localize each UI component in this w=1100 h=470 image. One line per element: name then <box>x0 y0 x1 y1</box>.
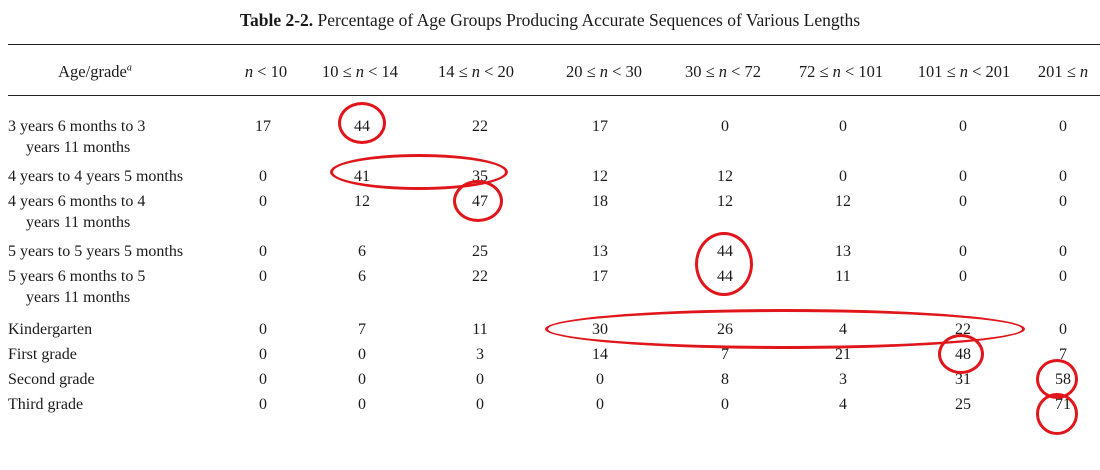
table-cell: 0 <box>1059 118 1067 135</box>
row-label: 4 years to 4 years 5 months <box>8 168 184 185</box>
table-cell: 0 <box>596 396 604 413</box>
red-circle-annotation <box>338 102 386 144</box>
table-cell: 0 <box>721 396 729 413</box>
table-cell: 0 <box>259 371 267 388</box>
table-cell: 25 <box>472 243 488 260</box>
table-cell: 7 <box>358 321 366 338</box>
red-circle-annotation <box>938 334 984 374</box>
table-cell: 0 <box>959 168 967 185</box>
table-cell: 0 <box>476 396 484 413</box>
row-label: 3 years 6 months to 3 years 11 months <box>8 118 146 156</box>
table-cell: 0 <box>1059 243 1067 260</box>
red-circle-annotation <box>330 154 508 190</box>
table-cell: 6 <box>358 243 366 260</box>
table-cell: 0 <box>839 118 847 135</box>
red-circle-annotation <box>695 232 753 296</box>
table-cell: 3 <box>476 346 484 363</box>
table-cell: 0 <box>259 346 267 363</box>
table-cell: 17 <box>255 118 271 135</box>
table-cell: 0 <box>358 371 366 388</box>
table-cell: 12 <box>592 168 608 185</box>
row-label: 5 years 6 months to 5 years 11 months <box>8 268 146 306</box>
table-cell: 22 <box>472 268 488 285</box>
row-label: First grade <box>8 346 77 363</box>
row-label: Second grade <box>8 371 95 388</box>
table-cell: 11 <box>835 268 851 285</box>
header-col-3: 14 ≤ n < 20 <box>437 62 515 81</box>
header-col-5: 30 ≤ n < 72 <box>684 62 762 81</box>
table-cell: 22 <box>472 118 488 135</box>
table-cell: 7 <box>1059 346 1067 363</box>
table-cell: 0 <box>839 168 847 185</box>
header-col-4: 20 ≤ n < 30 <box>565 62 643 81</box>
header-rule <box>8 95 1100 96</box>
red-circle-annotation <box>453 180 503 222</box>
table-cell: 0 <box>259 193 267 210</box>
red-circle-annotation <box>1036 393 1078 435</box>
table-cell: 0 <box>1059 168 1067 185</box>
table-cell: 12 <box>354 193 370 210</box>
table-cell: 13 <box>835 243 851 260</box>
table-cell: 3 <box>839 371 847 388</box>
header-col-6: 72 ≤ n < 101 <box>798 62 884 81</box>
table-cell: 14 <box>592 346 608 363</box>
table-cell: 0 <box>1059 321 1067 338</box>
table-cell: 6 <box>358 268 366 285</box>
table-cell: 12 <box>717 193 733 210</box>
table-cell: 0 <box>259 168 267 185</box>
table-cell: 0 <box>358 346 366 363</box>
table-cell: 0 <box>959 243 967 260</box>
table-cell: 17 <box>592 118 608 135</box>
table-cell: 0 <box>476 371 484 388</box>
header-col-8: 201 ≤ n <box>1037 62 1089 81</box>
header-col-1: n < 10 <box>244 62 288 81</box>
top-rule <box>8 44 1100 45</box>
table-cell: 0 <box>358 396 366 413</box>
table-cell: 31 <box>955 371 971 388</box>
table-cell: 0 <box>959 118 967 135</box>
table-cell: 0 <box>959 268 967 285</box>
table-cell: 4 <box>839 396 847 413</box>
table-cell: 8 <box>721 371 729 388</box>
row-label: 4 years 6 months to 4 years 11 months <box>8 193 146 231</box>
table-cell: 0 <box>259 243 267 260</box>
table-cell: 0 <box>596 371 604 388</box>
row-label: Third grade <box>8 396 84 413</box>
header-col-7: 101 ≤ n < 201 <box>917 62 1011 81</box>
table-cell: 0 <box>259 321 267 338</box>
table-cell: 25 <box>955 396 971 413</box>
table-cell: 21 <box>835 346 851 363</box>
table-cell: 0 <box>259 268 267 285</box>
red-circle-annotation <box>545 309 1025 349</box>
table-cell: 0 <box>1059 268 1067 285</box>
row-label: 5 years to 5 years 5 months <box>8 243 184 260</box>
table-cell: 18 <box>592 193 608 210</box>
header-age-grade: Age/gradea <box>58 62 132 81</box>
header-col-2: 10 ≤ n < 14 <box>321 62 399 81</box>
table-cell: 0 <box>721 118 729 135</box>
table-cell: 7 <box>721 346 729 363</box>
table-cell: 12 <box>717 168 733 185</box>
table-cell: 12 <box>835 193 851 210</box>
row-label: Kindergarten <box>8 321 93 338</box>
table-cell: 0 <box>259 396 267 413</box>
table-cell: 11 <box>472 321 488 338</box>
table-cell: 17 <box>592 268 608 285</box>
table-cell: 0 <box>959 193 967 210</box>
table-cell: 0 <box>1059 193 1067 210</box>
table-title: Table 2-2. Percentage of Age Groups Prod… <box>239 10 861 30</box>
table-cell: 13 <box>592 243 608 260</box>
